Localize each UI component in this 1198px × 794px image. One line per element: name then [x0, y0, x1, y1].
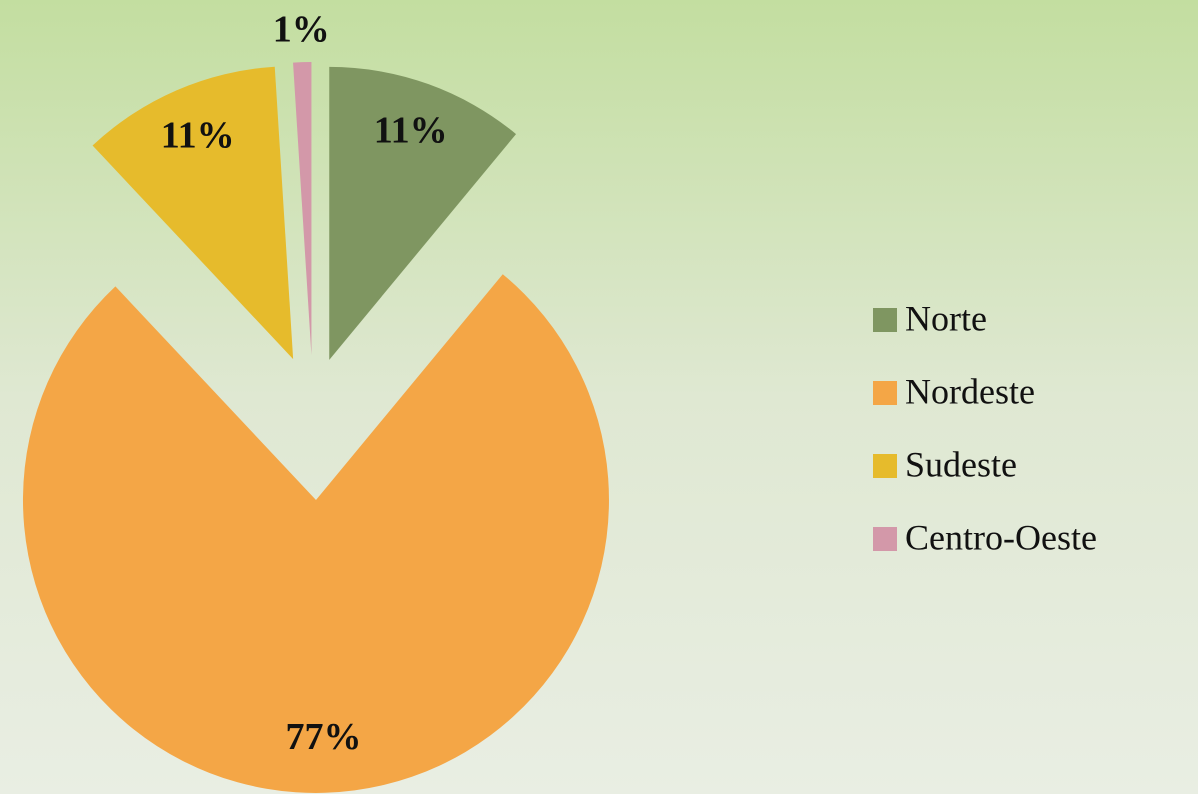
pie-slice: [22, 274, 609, 793]
value-label: 11%: [374, 110, 448, 152]
legend-swatch: [873, 308, 897, 332]
legend-swatch: [873, 454, 897, 478]
pie-slice: [293, 62, 312, 356]
legend-label: Sudeste: [905, 444, 1017, 484]
value-label: 77%: [286, 716, 362, 758]
pie-slice: [92, 66, 294, 360]
pie-slice: [329, 66, 517, 360]
value-label: 1%: [273, 9, 330, 51]
value-label: 11%: [161, 114, 235, 156]
legend-swatch: [873, 527, 897, 551]
legend-label: Centro-Oeste: [905, 517, 1097, 557]
legend-label: Nordeste: [905, 371, 1035, 411]
legend-swatch: [873, 381, 897, 405]
legend-label: Norte: [905, 298, 987, 338]
